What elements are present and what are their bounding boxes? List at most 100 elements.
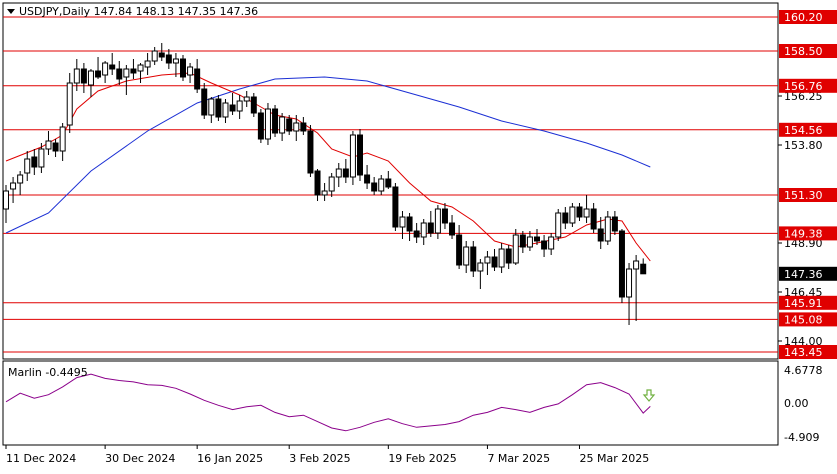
candle [562, 207, 569, 229]
candle [307, 125, 314, 177]
candle [87, 69, 94, 97]
level-price-label: 143.45 [784, 346, 823, 359]
candle [66, 73, 73, 133]
date-label: 3 Feb 2025 [289, 452, 350, 465]
level-price-box [779, 78, 837, 93]
candle [618, 229, 625, 303]
candle [477, 259, 484, 289]
candle [222, 99, 229, 123]
candle [385, 171, 392, 189]
level-price-label: 145.08 [784, 313, 823, 326]
candle [342, 159, 349, 183]
candle [102, 61, 109, 83]
candle [215, 95, 222, 121]
indicator-scale-mid: 0.00 [784, 397, 809, 410]
candle [505, 245, 512, 269]
level-price-box [779, 295, 837, 310]
candle [498, 243, 505, 273]
date-axis: 11 Dec 2024 30 Dec 2024 16 Jan 2025 3 Feb 2… [5, 445, 649, 465]
candle [172, 53, 179, 77]
indicator-plot-area[interactable] [2, 360, 779, 446]
candle [548, 233, 555, 255]
candle [300, 117, 307, 135]
date-label: 11 Dec 2024 [6, 452, 76, 465]
candle [441, 203, 448, 229]
candle [38, 143, 45, 173]
candle [236, 95, 243, 119]
candle [541, 235, 548, 257]
candle [427, 211, 434, 237]
candle [640, 258, 647, 275]
indicator-label: Marlin -0.4495 [8, 366, 88, 379]
candle [392, 183, 399, 231]
candle [491, 249, 498, 271]
candle [633, 255, 640, 321]
slow-ma-line [5, 76, 651, 234]
arrow-down-outline-icon [642, 389, 656, 402]
level-price-label: 158.50 [784, 45, 823, 58]
candle [399, 211, 406, 239]
candle [314, 169, 321, 201]
candle [95, 57, 102, 79]
marlin-line [5, 373, 651, 432]
candle [328, 173, 335, 197]
date-label: 30 Dec 2024 [105, 452, 175, 465]
candle [144, 53, 151, 75]
candle [463, 241, 470, 273]
candle [109, 53, 116, 75]
level-price-box [779, 10, 837, 24]
candle [597, 217, 604, 249]
price-tick-label: 146.45 [784, 286, 823, 299]
candle [158, 43, 165, 61]
candle [604, 211, 611, 245]
level-price-label: 160.20 [784, 11, 823, 24]
indicator-scale-bottom: -4.909 [784, 431, 819, 444]
price-tick-label: 153.80 [784, 139, 823, 152]
candle [371, 177, 378, 195]
candle [123, 65, 130, 95]
candle [293, 115, 300, 141]
triangle-down-icon[interactable] [7, 9, 15, 14]
candle [321, 183, 328, 201]
candle [626, 263, 633, 325]
level-price-box [779, 122, 837, 137]
candle [73, 59, 80, 91]
candle [3, 185, 9, 223]
price-tick-label: 144.00 [784, 335, 823, 348]
candle [519, 231, 526, 253]
candle [406, 213, 413, 241]
chart-header: USDJPY,Daily 147.84 148.13 147.35 147.36 [7, 5, 258, 18]
candle [611, 211, 618, 235]
candle [357, 129, 363, 181]
candle [449, 215, 456, 239]
current-price-box [779, 266, 837, 281]
level-price-label: 145.91 [784, 297, 823, 310]
candle [434, 205, 441, 239]
candle [456, 225, 463, 269]
candle [286, 115, 293, 135]
candle [534, 229, 540, 245]
level-price-box [779, 345, 837, 359]
candle [349, 131, 356, 185]
candle [243, 91, 250, 107]
candle [470, 241, 477, 277]
candle [208, 97, 215, 123]
horizontal-levels [3, 16, 778, 353]
date-label: 19 Feb 2025 [388, 452, 456, 465]
candle [31, 149, 38, 175]
candle [52, 139, 59, 157]
candle [194, 59, 201, 93]
candle [569, 203, 576, 227]
slow-moving-average [5, 76, 651, 234]
level-price-label: 156.76 [784, 80, 823, 93]
candle [526, 231, 533, 251]
candle [583, 195, 590, 223]
candle [555, 209, 562, 241]
candle [137, 63, 144, 83]
candle [130, 59, 137, 79]
candle [420, 219, 427, 245]
level-price-label: 154.56 [784, 124, 823, 137]
candle [590, 203, 597, 233]
candle [17, 171, 24, 195]
